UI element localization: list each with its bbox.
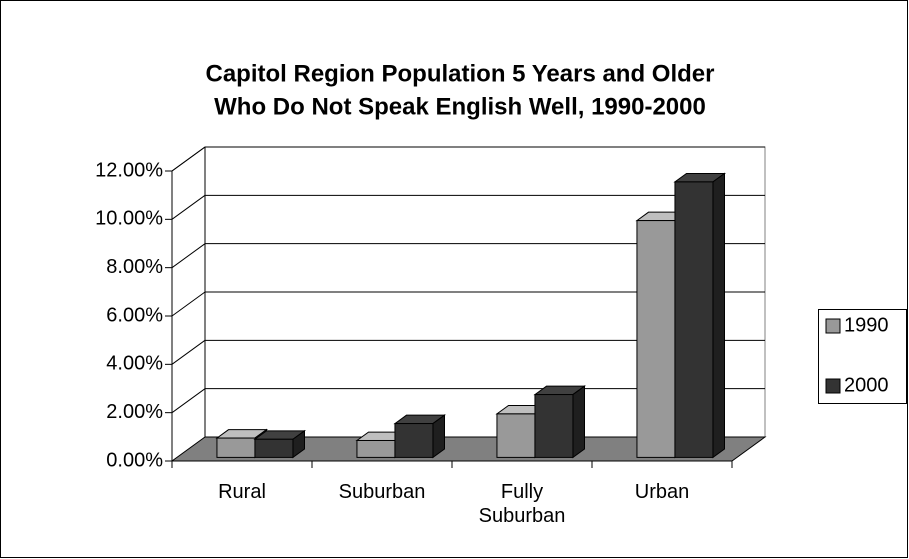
chart-title: Who Do Not Speak English Well, 1990-2000 bbox=[214, 93, 706, 120]
bar-front bbox=[636, 220, 676, 458]
floor bbox=[170, 436, 767, 462]
y-tick-label: 8.00% bbox=[106, 256, 163, 278]
y-tick-label: 2.00% bbox=[106, 401, 163, 423]
x-tick-label: Urban bbox=[634, 481, 690, 503]
bar bbox=[393, 414, 447, 459]
legend-label: 1990 bbox=[844, 314, 889, 336]
bar-front bbox=[216, 437, 256, 458]
grid-line bbox=[171, 146, 206, 172]
x-tick-label: Fully Suburban bbox=[478, 481, 566, 527]
y-tick-label: 0.00% bbox=[106, 449, 163, 471]
bar-front bbox=[254, 438, 294, 458]
bar bbox=[533, 385, 587, 459]
bar-side bbox=[572, 385, 585, 459]
bar-front bbox=[496, 413, 536, 458]
bar-front bbox=[534, 394, 574, 458]
grid-line bbox=[171, 291, 206, 317]
y-tick-label: 4.00% bbox=[106, 353, 163, 375]
chart-title: Capitol Region Population 5 Years and Ol… bbox=[206, 60, 715, 87]
bar-front bbox=[394, 423, 434, 458]
bar bbox=[253, 429, 307, 459]
grid-line bbox=[171, 339, 206, 365]
x-tick-label: Suburban bbox=[338, 481, 426, 503]
legend-swatch bbox=[825, 378, 841, 394]
y-tick-label: 6.00% bbox=[106, 304, 163, 326]
bar-front bbox=[356, 439, 396, 458]
bar-side bbox=[712, 172, 725, 459]
grid-line bbox=[171, 194, 206, 220]
grid-line bbox=[171, 388, 206, 414]
y-tick-label: 10.00% bbox=[95, 208, 163, 230]
grid-line bbox=[171, 243, 206, 269]
bar-front bbox=[674, 181, 714, 458]
y-tick-label: 12.00% bbox=[95, 159, 163, 181]
bar bbox=[673, 172, 727, 459]
legend-swatch bbox=[825, 318, 841, 334]
legend-label: 2000 bbox=[844, 374, 889, 396]
x-tick-label: Rural bbox=[218, 481, 266, 503]
